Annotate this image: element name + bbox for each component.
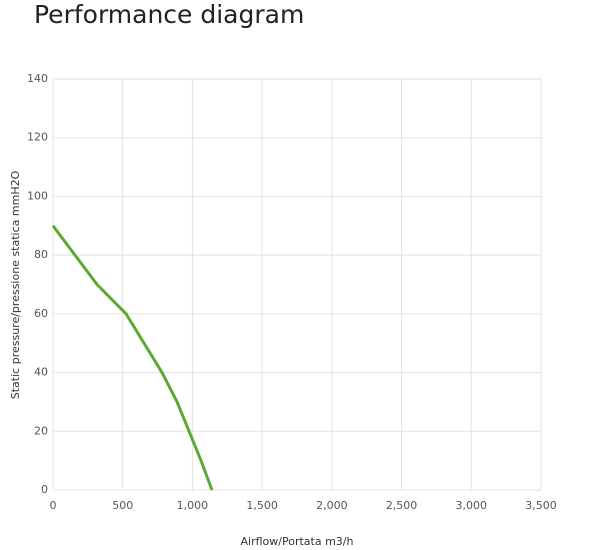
- y-tick-label: 80: [34, 248, 48, 261]
- x-tick-label: 2,000: [316, 499, 348, 512]
- y-tick-label: 20: [34, 424, 48, 437]
- y-tick-label: 100: [27, 189, 48, 202]
- x-axis-label: Airflow/Portata m3/h: [241, 535, 354, 548]
- y-axis-label: Static pressure/pressione statica mmH2O: [9, 170, 22, 399]
- y-tick-label: 140: [27, 72, 48, 85]
- x-tick-label: 2,500: [386, 499, 418, 512]
- y-tick-label: 120: [27, 131, 48, 144]
- y-tick-label: 40: [34, 366, 48, 379]
- x-tick-label: 3,500: [525, 499, 557, 512]
- x-tick-label: 500: [112, 499, 133, 512]
- y-tick-label: 60: [34, 307, 48, 320]
- data-line: [51, 224, 214, 491]
- chart-title: Performance diagram: [34, 0, 304, 29]
- x-tick-label: 3,000: [456, 499, 488, 512]
- y-tick-label: 0: [41, 483, 48, 496]
- x-tick-label: 1,000: [177, 499, 209, 512]
- x-tick-label: 0: [50, 499, 57, 512]
- x-tick-label: 1,500: [246, 499, 278, 512]
